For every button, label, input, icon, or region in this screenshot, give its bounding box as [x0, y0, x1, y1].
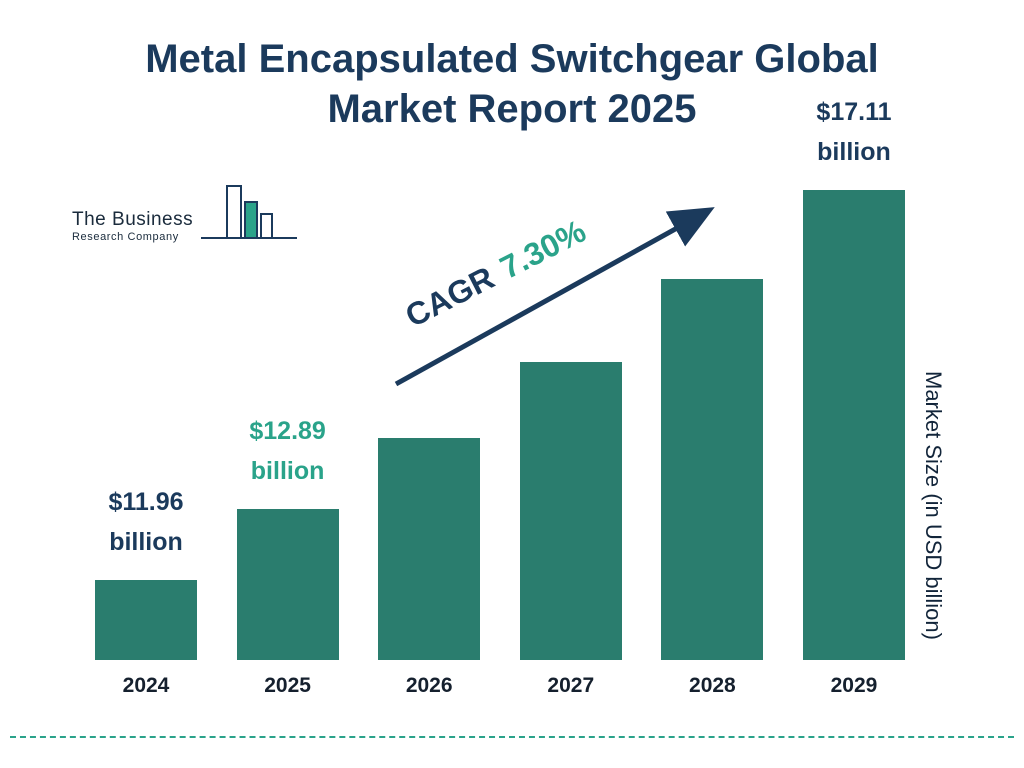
logo-subname: Research Company	[72, 231, 179, 243]
bar-2024	[95, 580, 197, 660]
cagr-trend-arrow	[394, 207, 715, 387]
x-tick-label-2025: 2025	[264, 674, 311, 697]
value-label-2025: $12.89 billion	[249, 417, 326, 485]
x-tick-label-2029: 2029	[830, 674, 878, 697]
bar-2026	[378, 438, 481, 660]
title-line-1: Metal Encapsulated Switchgear Global	[145, 37, 879, 81]
bottom-dashed-divider	[10, 736, 1014, 738]
logo-text: The Business Research Company	[72, 209, 193, 251]
bar-column-2024: 2024 $11.96 billion	[95, 160, 197, 697]
bars-area: 2024 $11.96 billion 2025 $12.89 billion 2026 20…	[95, 98, 905, 697]
logo-name: The Business	[72, 209, 194, 230]
bar-column-2026: 2026	[378, 160, 481, 697]
y-axis-label: Market Size (in USD billion)	[921, 370, 946, 640]
bar-2027	[519, 362, 622, 660]
page-title: Metal Encapsulated Switchgear Global Mar…	[0, 34, 1024, 134]
value-label-2024: $11.96 billion	[108, 488, 184, 556]
bar-chart-logo-icon	[199, 182, 299, 251]
bar-column-2027: 2027	[519, 160, 622, 697]
bar-column-2028: 2028	[661, 160, 764, 697]
title-line-2: Market Report 2025	[327, 87, 697, 131]
x-tick-label-2026: 2026	[405, 674, 453, 697]
x-tick-label-2028: 2028	[689, 674, 736, 697]
x-tick-label-2024: 2024	[122, 674, 170, 697]
bar-column-2025: 2025 $12.89 billion	[236, 160, 339, 697]
bar-2029	[802, 190, 905, 660]
bar-2025	[236, 509, 339, 660]
x-tick-label-2027: 2027	[547, 674, 595, 697]
company-logo: The Business Research Company	[72, 182, 299, 251]
bar-column-2029: 2029 $17.11 billion	[802, 98, 905, 697]
value-label-2029: $17.11 billion	[816, 98, 892, 166]
bar-2028	[661, 279, 764, 660]
